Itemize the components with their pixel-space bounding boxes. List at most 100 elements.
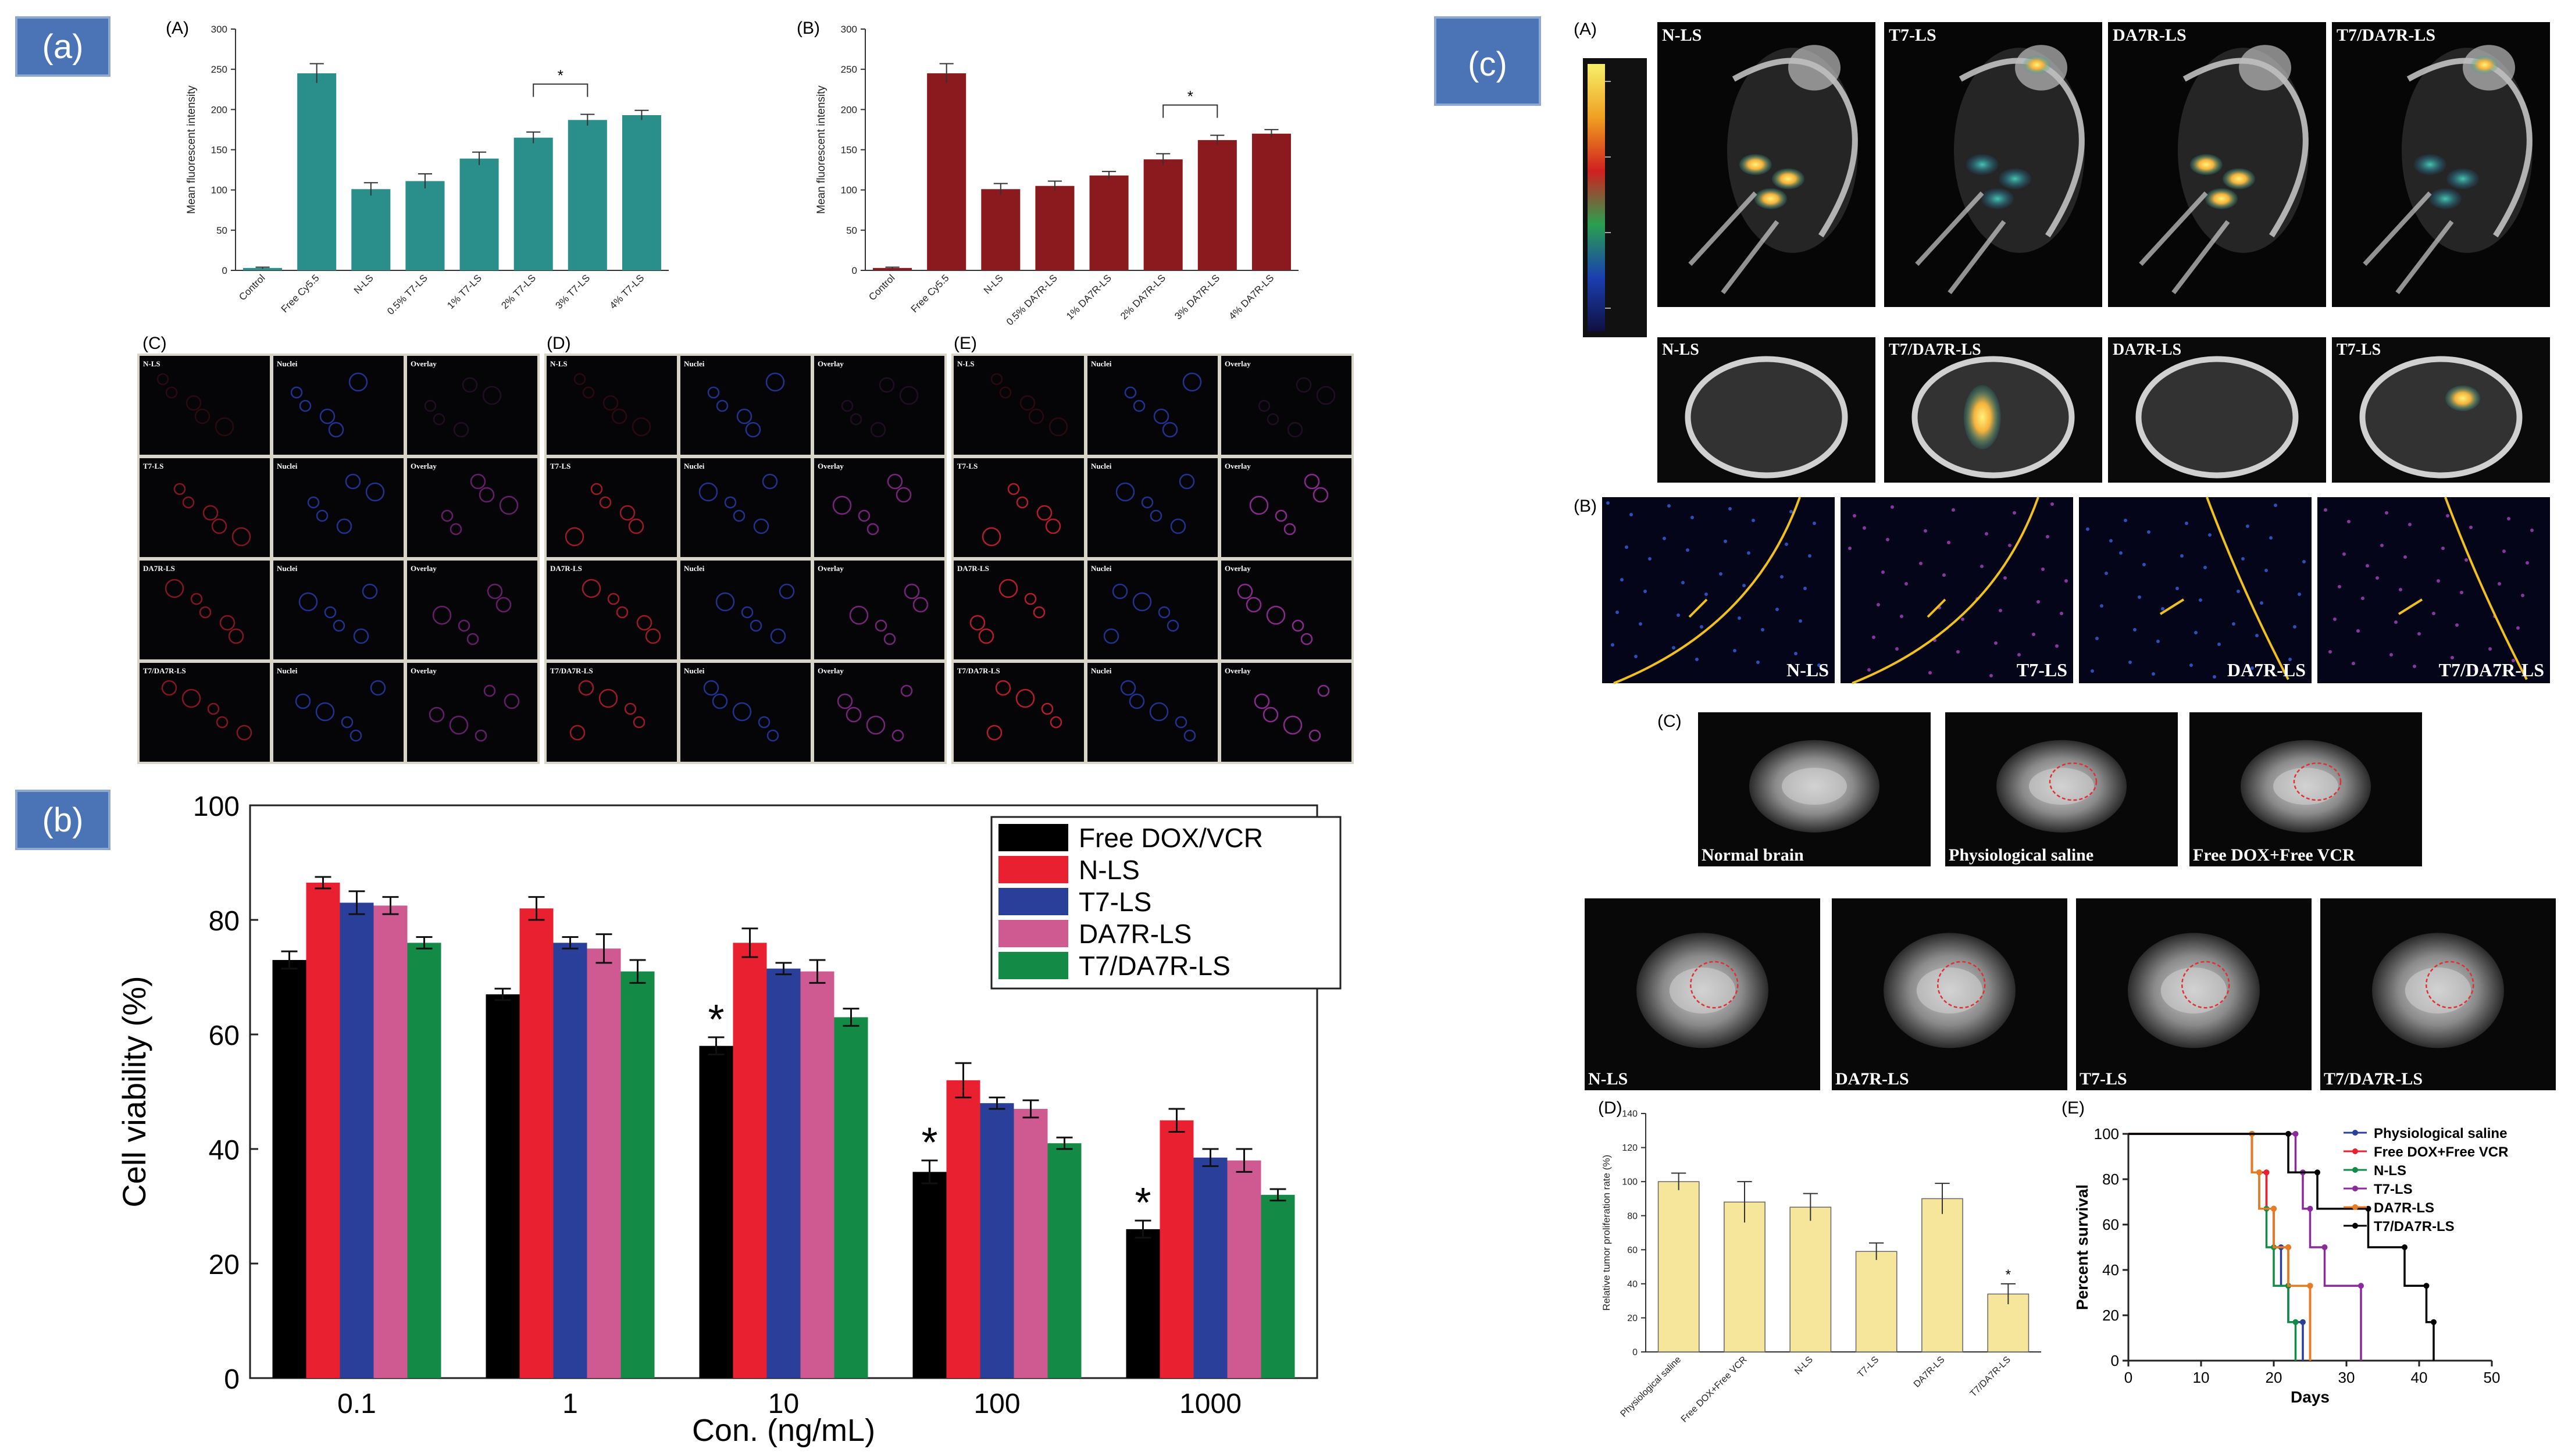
ct-slice-label: DA7R-LS xyxy=(2113,341,2181,359)
fluor-dot xyxy=(2361,597,2364,600)
micro-cell-label: Overlay xyxy=(1225,666,1251,675)
micro-cell-label: DA7R-LS xyxy=(957,564,989,573)
panel-a-letter-A: (A) xyxy=(166,19,189,38)
micro-cell xyxy=(140,458,270,557)
micro-cell-dot xyxy=(1312,487,1329,503)
micro-cell-dot xyxy=(753,518,769,534)
micro-cell xyxy=(547,663,677,762)
aB-category-label: 0.5% DA7R-LS xyxy=(1004,272,1060,327)
aB-bar xyxy=(981,189,1021,270)
fluor-boundary xyxy=(1613,497,1801,684)
micro-cell-dot xyxy=(299,399,312,412)
cD-ytick-label: 0 xyxy=(1632,1348,1638,1358)
cD-ytick-label: 60 xyxy=(1627,1246,1638,1255)
fluor-dot xyxy=(1956,650,1960,654)
micro-cell-dot xyxy=(632,417,651,437)
fluor-dot xyxy=(2403,555,2407,559)
ct-limbs xyxy=(1688,191,1779,294)
micro-cell-label: Overlay xyxy=(411,359,437,368)
micro-cell-dot xyxy=(1262,706,1279,723)
ct-label: T7/DA7R-LS xyxy=(2337,26,2435,45)
fluor-dot xyxy=(2399,588,2402,591)
aA-significance-bracket xyxy=(533,83,588,97)
chart-cE-legend-marker xyxy=(2352,1148,2358,1154)
micro-cell-dot xyxy=(349,729,362,742)
aB-bar xyxy=(1035,185,1075,270)
micro-cell-dot xyxy=(1300,633,1313,645)
micro-cell-dot xyxy=(837,693,853,709)
micro-cell xyxy=(407,458,537,557)
micro-cell-dot xyxy=(1129,693,1145,709)
micro-cell-dot xyxy=(432,605,452,625)
aA-category-label: 2% T7-LS xyxy=(499,272,538,311)
micro-cell xyxy=(273,663,404,762)
micro-cell xyxy=(407,663,537,762)
chart-b-bar xyxy=(519,908,554,1378)
chart-b-bar xyxy=(407,943,441,1378)
micro-cell-dot xyxy=(832,495,852,515)
micro-cell-dot xyxy=(462,377,478,393)
chart-cE-series-line xyxy=(2128,1133,2312,1361)
micro-cell-dot xyxy=(703,680,719,696)
fluor-dot xyxy=(2041,568,2045,571)
micro-cell-label: DA7R-LS xyxy=(550,564,582,573)
micro-cell-dot xyxy=(466,633,479,645)
fluor-dot xyxy=(1928,671,1932,675)
fluor-dot xyxy=(1639,622,1642,626)
panel-badge-c: (c) xyxy=(1434,16,1541,106)
micro-cell-dot xyxy=(1050,716,1062,729)
fluor-dot xyxy=(1919,562,1923,565)
micro-cell-dot xyxy=(1036,505,1053,521)
micro-cell-dot xyxy=(582,386,595,399)
ct-limbs xyxy=(1915,191,2006,294)
fluor-dot xyxy=(2161,607,2164,611)
aA-significance-star: * xyxy=(558,67,563,84)
micro-cell-dot xyxy=(316,509,329,522)
micro-cell-dot xyxy=(211,518,227,534)
fluor-dot xyxy=(1877,603,1880,606)
micro-cell-dot xyxy=(636,615,652,631)
cD-ytick-label: 40 xyxy=(1627,1279,1638,1289)
fluor-dot xyxy=(1853,514,1856,518)
micro-cell-dot xyxy=(450,523,462,536)
chart-cE-ytick-label: 40 xyxy=(2102,1261,2119,1279)
fluor-dot xyxy=(2255,634,2259,637)
micro-cell-dot xyxy=(628,518,644,534)
fluor-dot xyxy=(2380,544,2384,547)
chart-cE-xtick-label: 50 xyxy=(2484,1369,2501,1386)
mri-tumor-outline xyxy=(1937,961,1986,1009)
aA-category-label: N-LS xyxy=(352,272,376,296)
micro-cell-dot xyxy=(1317,684,1330,697)
fluor-dot xyxy=(2394,620,2398,624)
micro-cell-dot xyxy=(165,386,178,399)
aB-ytick-label: 100 xyxy=(841,185,857,196)
mri-core xyxy=(1916,967,1983,1014)
micro-cell-dot xyxy=(619,505,636,521)
micro-cell-dot xyxy=(482,386,502,405)
micro-cell-dot xyxy=(912,597,929,613)
aB-ytick-label: 200 xyxy=(841,104,857,115)
micro-cell-dot xyxy=(194,408,211,424)
micro-cell xyxy=(954,356,1084,455)
ct-hotspot xyxy=(1772,168,1804,190)
chart-b-bar xyxy=(699,1045,733,1378)
aA-category-label: Control xyxy=(237,272,267,302)
chart-b-bar xyxy=(733,943,767,1378)
fluor-dot xyxy=(1947,541,1950,544)
fluor-dot xyxy=(1808,554,1811,558)
chart-b-bar xyxy=(946,1080,980,1378)
aA-bar xyxy=(297,73,337,270)
micro-cell-dot xyxy=(290,386,303,399)
chart-cE-point xyxy=(2256,1169,2262,1176)
chart-b-bar xyxy=(553,943,587,1378)
aB-category-label: 3% DA7R-LS xyxy=(1172,272,1222,322)
fluor-dot xyxy=(1625,545,1628,549)
fluor-boundary xyxy=(1852,497,2039,684)
fluor-dot xyxy=(2055,644,2059,648)
ct-hotspot xyxy=(1754,188,1787,209)
aA-ytick-label: 250 xyxy=(211,64,227,75)
micro-cell xyxy=(954,458,1084,557)
chart-b-ytick-label: 20 xyxy=(209,1250,240,1280)
micro-cell-dot xyxy=(345,473,361,490)
micro-cell-dot xyxy=(712,693,728,709)
